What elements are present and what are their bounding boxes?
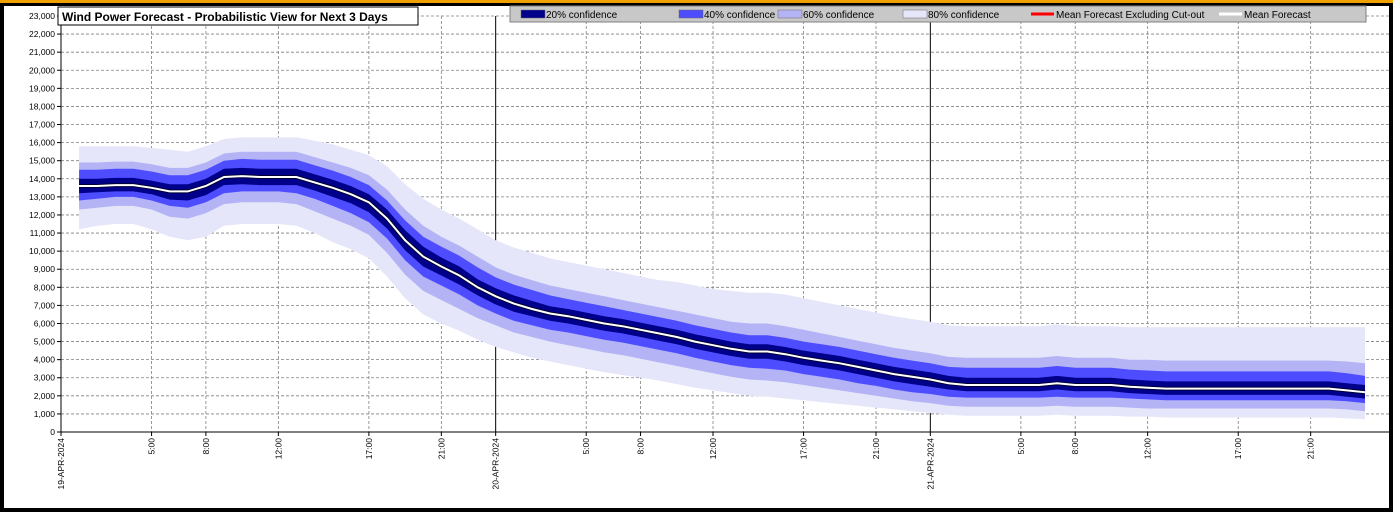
y-tick-label: 19,000	[29, 83, 55, 93]
legend-label: 40% confidence	[704, 10, 776, 21]
x-date-label: 19-APR-2024	[56, 438, 66, 490]
plot-area	[4, 6, 1389, 508]
x-time-label: 17:00	[364, 438, 374, 460]
mean-forecast-layer	[79, 174, 1366, 395]
legend-swatch	[678, 9, 704, 19]
legend: 20% confidence 40% confidence 60% confiden…	[509, 5, 1367, 23]
x-time-label: 5:00	[1016, 438, 1026, 455]
y-tick-label: 7,000	[34, 300, 56, 310]
legend-swatch	[902, 9, 928, 19]
y-tick-label: 4,000	[34, 355, 56, 365]
x-time-label: 21:00	[436, 438, 446, 460]
band-40-confidence	[79, 158, 1366, 404]
y-tick-label: 8,000	[34, 282, 56, 292]
y-tick-label: 10,000	[29, 246, 55, 256]
y-tick-label: 16,000	[29, 138, 55, 148]
y-tick-label: 1,000	[34, 409, 56, 419]
x-time-label: 8:00	[201, 438, 211, 455]
y-tick-label: 2,000	[34, 391, 56, 401]
mean-forecast-line	[79, 175, 1366, 394]
y-tick-label: 22,000	[29, 29, 55, 39]
chart-title-box: Wind Power Forecast - Probabilistic View…	[57, 6, 419, 26]
x-time-label: 12:00	[273, 438, 283, 460]
x-time-label: 21:00	[871, 438, 881, 460]
y-tick-label: 20,000	[29, 65, 55, 75]
y-tick-label: 11,000	[30, 228, 56, 238]
y-tick-label: 14,000	[29, 174, 55, 184]
grid-layer	[61, 15, 1389, 432]
y-tick-label: 23,000	[29, 11, 55, 21]
legend-label: Mean Forecast Excluding Cut-out	[1056, 10, 1205, 21]
x-time-label: 8:00	[636, 438, 646, 455]
x-time-label: 12:00	[1143, 438, 1153, 460]
x-date-label: 21-APR-2024	[925, 438, 935, 490]
chart-title: Wind Power Forecast - Probabilistic View…	[62, 10, 388, 24]
y-tick-label: 18,000	[29, 101, 55, 111]
y-tick-label: 6,000	[34, 318, 56, 328]
y-tick-label: 3,000	[34, 373, 56, 383]
band-20-confidence	[79, 167, 1366, 399]
x-time-label: 21:00	[1306, 438, 1316, 460]
y-tick-label: 17,000	[29, 120, 55, 130]
x-time-label: 8:00	[1070, 438, 1080, 455]
y-tick-label: 12,000	[29, 210, 55, 220]
legend-label: 60% confidence	[803, 10, 875, 21]
y-tick-label: 5,000	[34, 337, 56, 347]
y-tick-label: 0	[50, 427, 55, 437]
x-time-label: 12:00	[708, 438, 718, 460]
legend-swatch	[520, 9, 546, 19]
confidence-bands	[79, 137, 1366, 420]
x-date-label: 20-APR-2024	[491, 438, 501, 490]
x-time-label: 5:00	[581, 438, 591, 455]
x-time-label: 5:00	[147, 438, 157, 455]
y-tick-label: 9,000	[34, 264, 56, 274]
y-tick-label: 15,000	[29, 156, 55, 166]
y-tick-label: 13,000	[29, 192, 55, 202]
top-accent-bar	[0, 0, 1393, 3]
legend-label: 80% confidence	[928, 10, 1000, 21]
legend-label: Mean Forecast	[1244, 10, 1311, 21]
axes: 0 1,000 2,000 3,000 4,000 5,000 6,000 7,000 8,00…	[29, 11, 1389, 490]
x-time-label: 17:00	[1233, 438, 1243, 460]
x-time-label: 17:00	[799, 438, 809, 460]
legend-label: 20% confidence	[546, 10, 618, 21]
legend-swatch	[777, 9, 803, 19]
y-tick-label: 21,000	[29, 47, 55, 57]
